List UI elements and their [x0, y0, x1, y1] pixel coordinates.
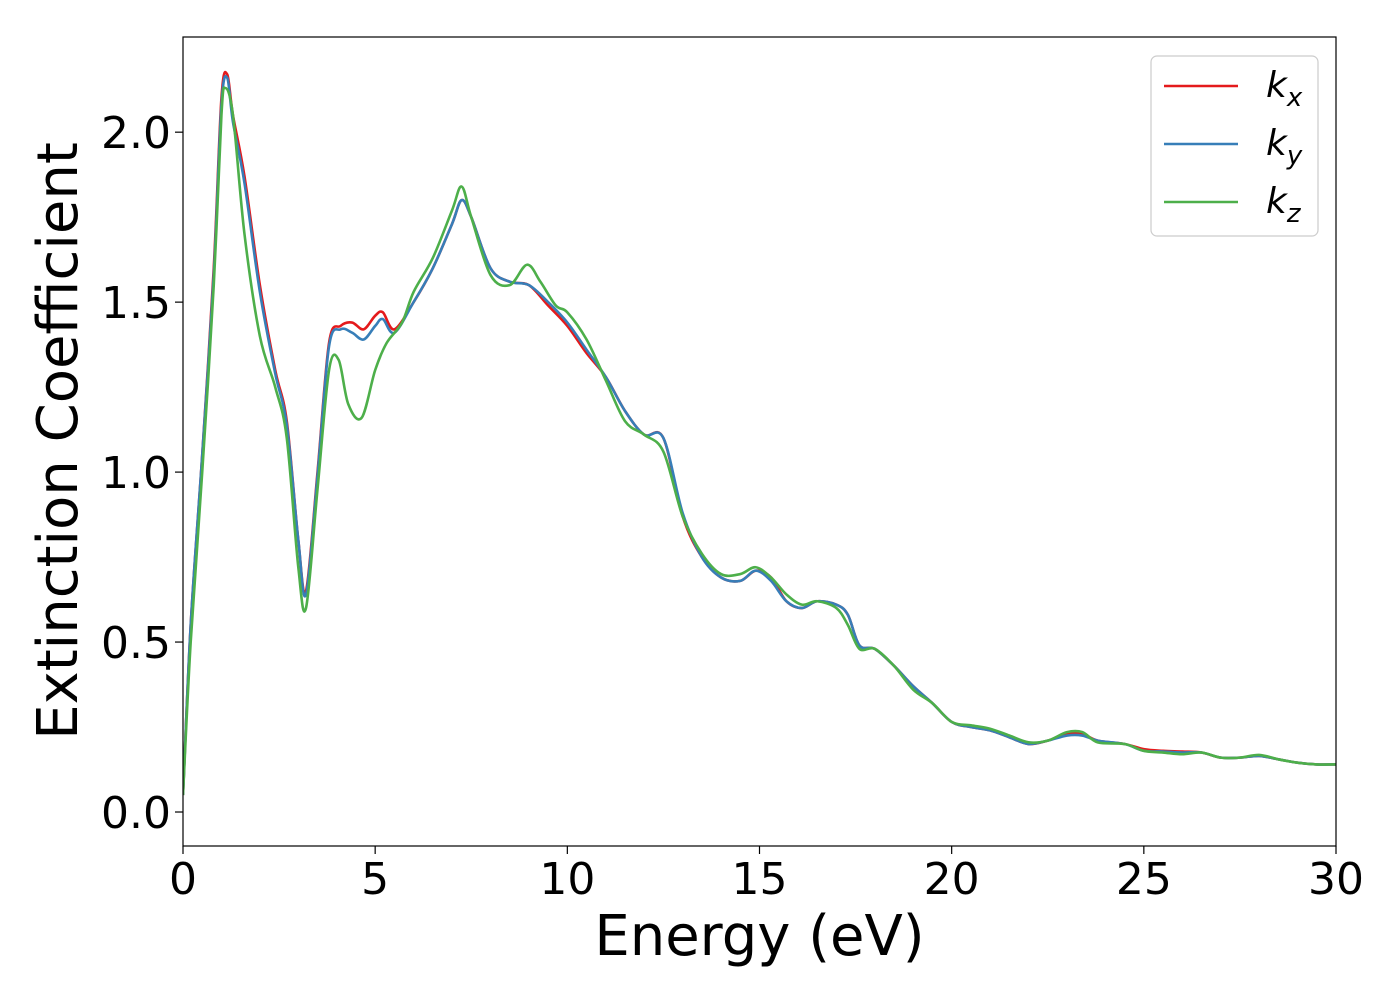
series-line-z: [183, 86, 1336, 796]
y-axis: 0.0 0.5 1.0 1.5 2.0: [101, 108, 183, 839]
legend-frame: [1150, 55, 1319, 237]
y-tick-label: 0.0: [101, 788, 171, 839]
x-tick-label: 15: [732, 854, 788, 905]
series-layer: [183, 70, 1336, 796]
y-axis-label: Extinction Coefficient: [26, 142, 91, 740]
x-tick-label: 30: [1308, 854, 1364, 905]
legend: kx ky kz: [1150, 55, 1319, 237]
y-tick-label: 1.5: [101, 278, 171, 329]
y-tick-label: 0.5: [101, 618, 171, 669]
x-tick-label: 20: [924, 854, 980, 905]
x-axis-label: Energy (eV): [594, 904, 924, 969]
y-tick-label: 2.0: [101, 108, 171, 159]
y-tick-label: 1.0: [101, 448, 171, 499]
legend-label-z: kz: [1266, 181, 1302, 229]
legend-label-x: kx: [1266, 65, 1303, 113]
legend-label-y: ky: [1266, 123, 1303, 171]
x-tick-label: 5: [361, 854, 389, 905]
x-tick-label: 25: [1116, 854, 1172, 905]
x-tick-label: 10: [539, 854, 595, 905]
x-axis: 0 5 10 15 20 25 30: [169, 846, 1364, 905]
x-tick-label: 0: [169, 854, 197, 905]
